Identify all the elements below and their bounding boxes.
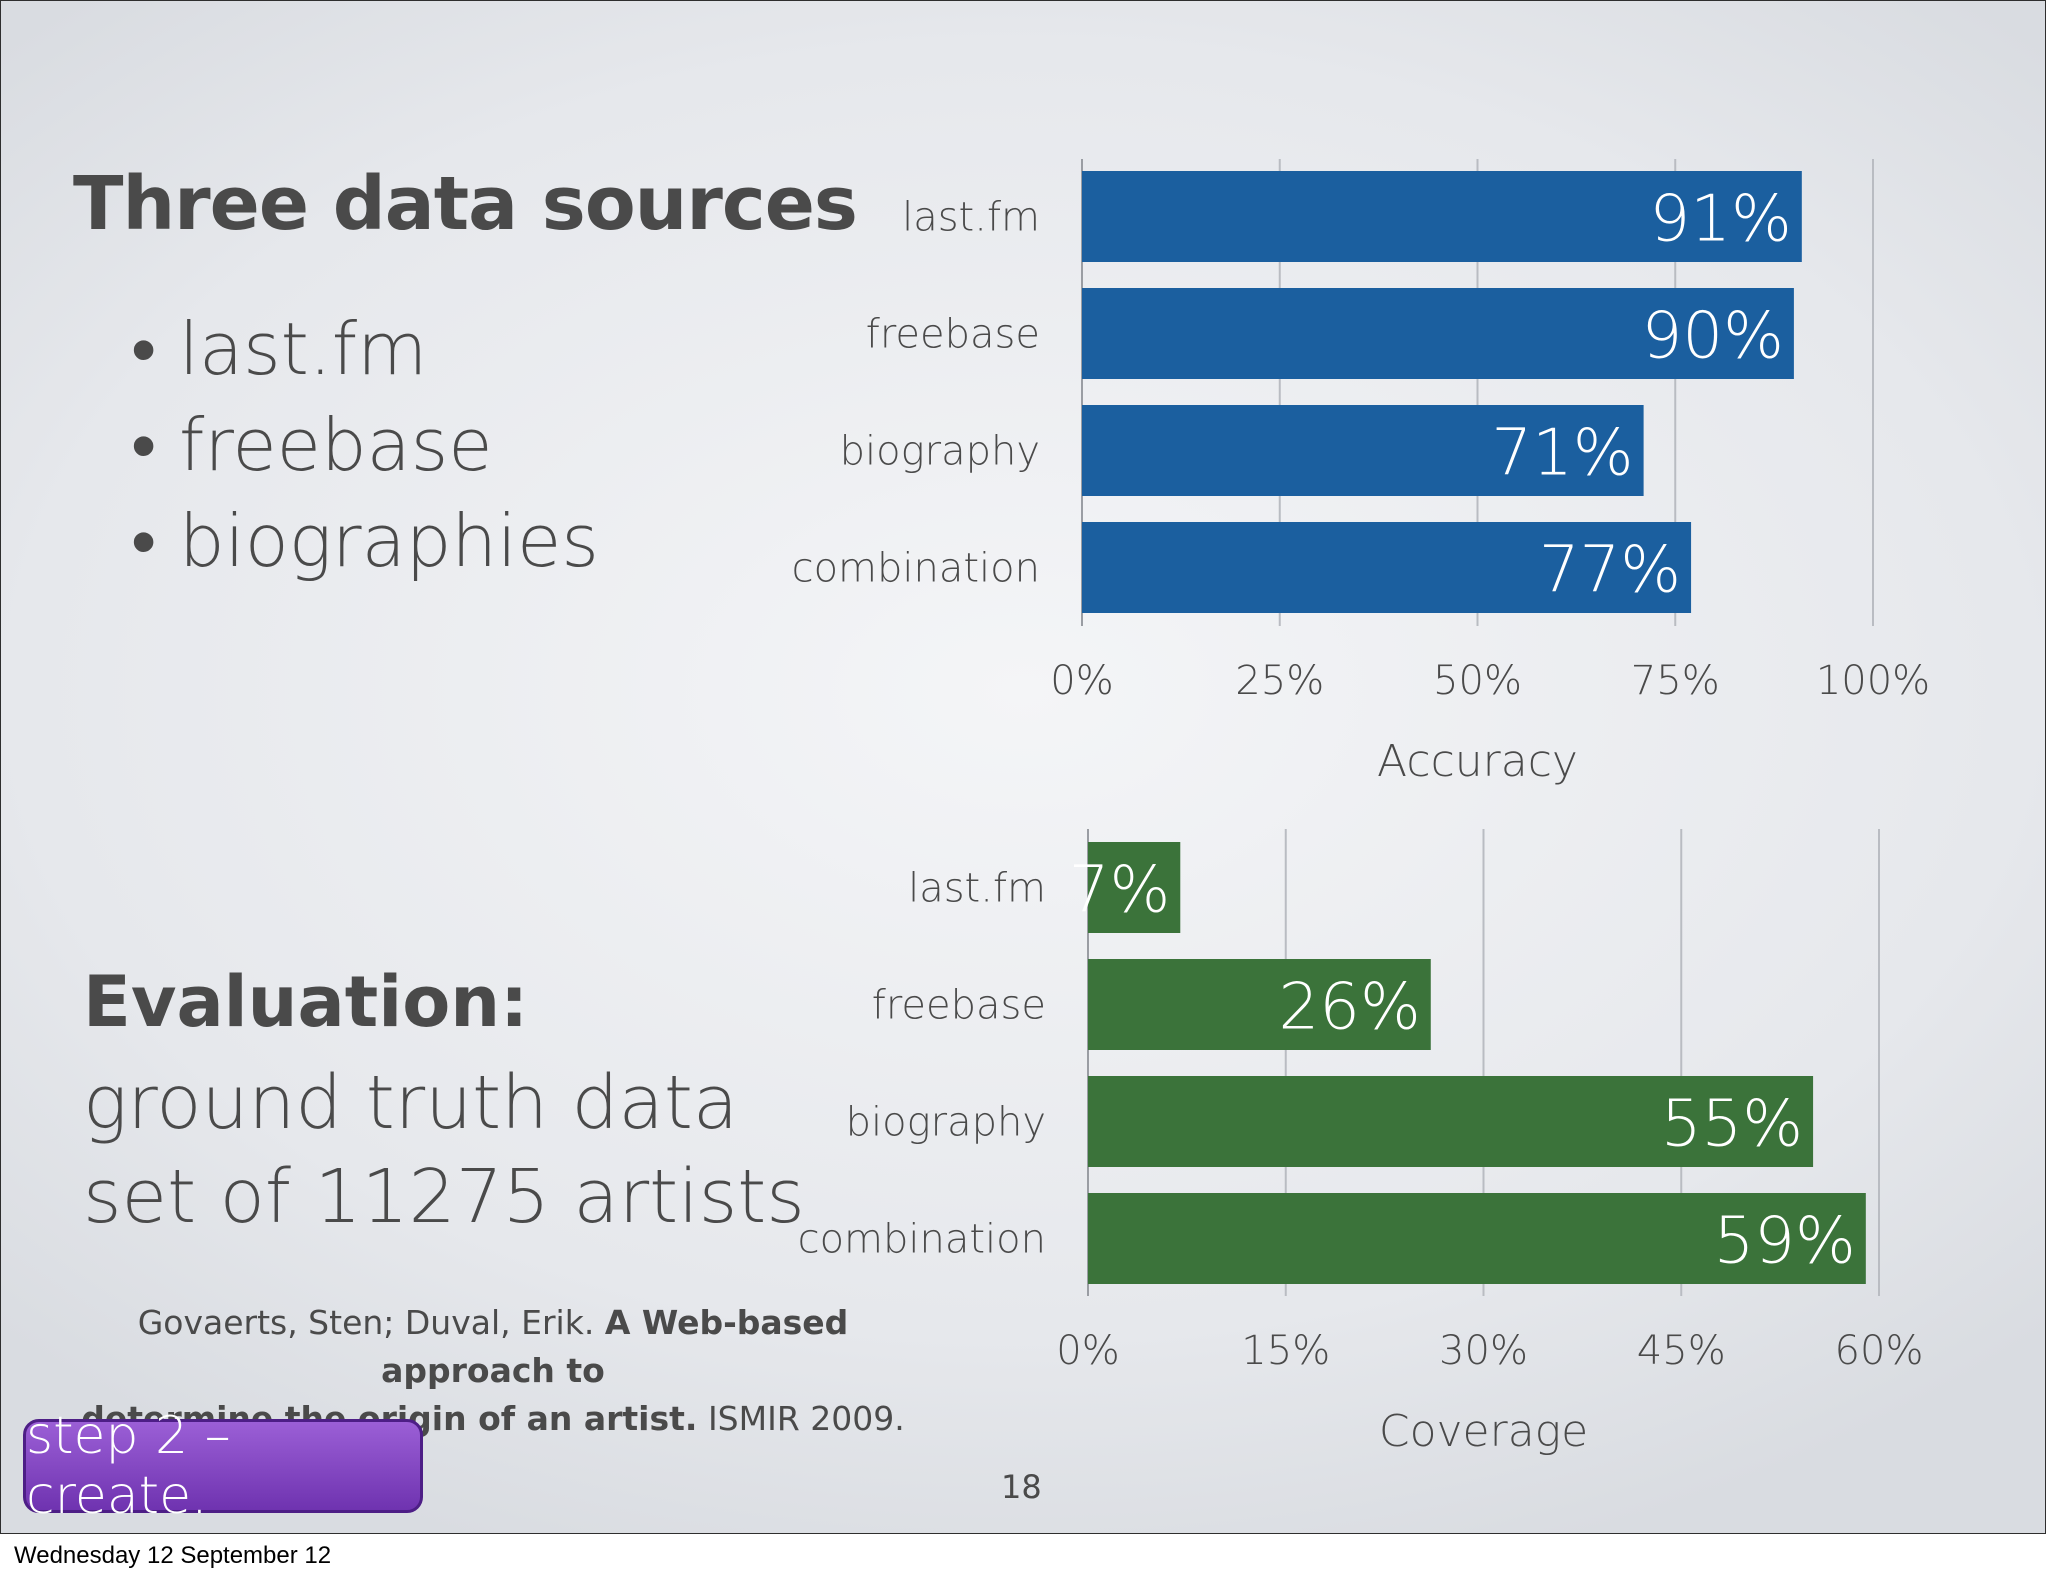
list-item: • last.fm — [131, 301, 599, 397]
accuracy-category-label: last.fm — [902, 195, 1040, 241]
coverage-bar — [1088, 1076, 1814, 1167]
coverage-data-label: 59% — [1714, 1205, 1856, 1279]
coverage-tick-label: 0% — [1056, 1328, 1119, 1374]
accuracy-bar — [1082, 405, 1644, 496]
accuracy-category-label: biography — [840, 429, 1040, 475]
page-number: 18 — [1001, 1468, 1042, 1506]
list-item: • biographies — [131, 493, 599, 589]
list-item-label: biographies — [179, 499, 599, 583]
coverage-category-label: biography — [846, 1100, 1046, 1146]
evaluation-heading: Evaluation: — [83, 961, 529, 1043]
citation-title: A Web-based approach to — [381, 1303, 849, 1390]
evaluation-text: ground truth data set of 11275 artists — [83, 1056, 805, 1244]
coverage-data-label: 7% — [1069, 854, 1171, 928]
accuracy-category-label: combination — [792, 546, 1040, 592]
accuracy-tick-label: 0% — [1050, 658, 1113, 704]
accuracy-category-label: freebase — [866, 312, 1040, 358]
list-item-label: freebase — [179, 403, 493, 487]
accuracy-data-label: 90% — [1642, 300, 1784, 374]
citation-venue: ISMIR 2009. — [707, 1399, 905, 1438]
coverage-category-label: combination — [798, 1217, 1046, 1263]
accuracy-tick-label: 100% — [1816, 658, 1930, 704]
accuracy-data-label: 91% — [1650, 183, 1792, 257]
accuracy-bar — [1082, 522, 1692, 613]
bullet-icon: • — [131, 499, 157, 583]
list-item: • freebase — [131, 397, 599, 493]
slide-title: Three data sources — [73, 161, 858, 247]
bullet-icon: • — [131, 307, 157, 391]
source-list: • last.fm • freebase • biographies — [131, 301, 599, 589]
coverage-data-label: 55% — [1661, 1088, 1803, 1162]
evaluation-line: ground truth data — [83, 1060, 739, 1146]
coverage-tick-label: 45% — [1637, 1328, 1726, 1374]
coverage-tick-label: 30% — [1439, 1328, 1528, 1374]
accuracy-tick-label: 75% — [1631, 658, 1720, 704]
accuracy-tick-label: 25% — [1235, 658, 1324, 704]
coverage-category-label: freebase — [872, 983, 1046, 1029]
slide: Three data sources • last.fm • freebase • b… — [0, 0, 2046, 1534]
coverage-tick-label: 60% — [1835, 1328, 1924, 1374]
accuracy-tick-label: 50% — [1433, 658, 1522, 704]
coverage-bar — [1088, 842, 1181, 933]
accuracy-bar — [1082, 288, 1794, 379]
bullet-icon: • — [131, 403, 157, 487]
accuracy-data-label: 71% — [1491, 417, 1633, 491]
coverage-axis-label: Coverage — [1379, 1406, 1588, 1457]
coverage-tick-label: 15% — [1241, 1328, 1330, 1374]
coverage-data-label: 26% — [1279, 971, 1421, 1045]
evaluation-line: set of 11275 artists — [83, 1154, 805, 1240]
charts-canvas: 0% 25% 50% 75% 100% last.fm 91% freebase 90% biog… — [792, 159, 1930, 1457]
coverage-bar — [1088, 1193, 1866, 1284]
coverage-bar — [1088, 959, 1431, 1050]
list-item-label: last.fm — [179, 307, 428, 391]
accuracy-bar — [1082, 171, 1802, 262]
accuracy-data-label: 77% — [1539, 534, 1681, 608]
footer-date: Wednesday 12 September 12 — [14, 1542, 332, 1569]
accuracy-axis-label: Accuracy — [1377, 736, 1578, 787]
coverage-category-label: last.fm — [908, 866, 1046, 912]
citation-authors: Govaerts, Sten; Duval, Erik. — [137, 1303, 595, 1342]
